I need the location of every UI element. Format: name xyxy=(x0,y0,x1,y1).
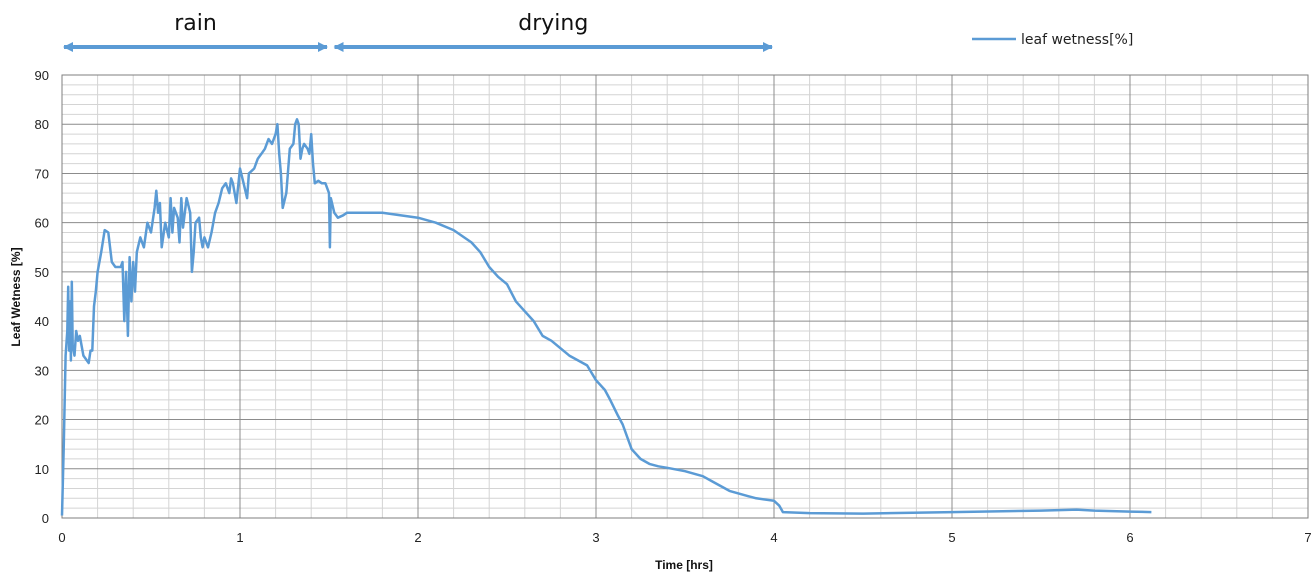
x-tick-label: 4 xyxy=(770,530,777,545)
legend-label: leaf wetness[%] xyxy=(1021,32,1133,48)
x-tick-label: 7 xyxy=(1304,530,1311,545)
x-tick-label: 3 xyxy=(592,530,599,545)
y-tick-label: 40 xyxy=(35,314,49,329)
phase-label-rain: rain xyxy=(174,11,217,36)
x-axis-title: Time [hrs] xyxy=(655,558,713,572)
major-gridlines xyxy=(61,74,1309,519)
chart-legend: leaf wetness[%] xyxy=(972,32,1133,48)
x-axis-tick-labels: 0 1 2 3 4 5 6 7 xyxy=(58,530,1311,545)
y-tick-label: 10 xyxy=(35,462,49,477)
y-tick-label: 60 xyxy=(35,216,49,231)
phase-label-drying: drying xyxy=(518,11,588,36)
minor-gridlines xyxy=(62,75,1308,518)
x-tick-label: 6 xyxy=(1126,530,1133,545)
x-tick-label: 5 xyxy=(948,530,955,545)
y-tick-label: 70 xyxy=(35,166,49,181)
y-axis-tick-labels: 0 10 20 30 40 50 60 70 80 90 xyxy=(35,68,49,526)
y-tick-label: 0 xyxy=(42,511,49,526)
y-tick-label: 90 xyxy=(35,68,49,83)
y-tick-label: 80 xyxy=(35,117,49,132)
phase-annotations: rain drying xyxy=(63,11,773,52)
x-tick-label: 0 xyxy=(58,530,65,545)
y-tick-label: 30 xyxy=(35,363,49,378)
x-tick-label: 1 xyxy=(236,530,243,545)
y-tick-label: 20 xyxy=(35,413,49,428)
plot-area-border xyxy=(61,74,1309,519)
x-tick-label: 2 xyxy=(414,530,421,545)
leaf-wetness-series-line xyxy=(60,118,1152,516)
y-tick-label: 50 xyxy=(35,265,49,280)
y-axis-title: Leaf Wetness [%] xyxy=(9,247,23,346)
